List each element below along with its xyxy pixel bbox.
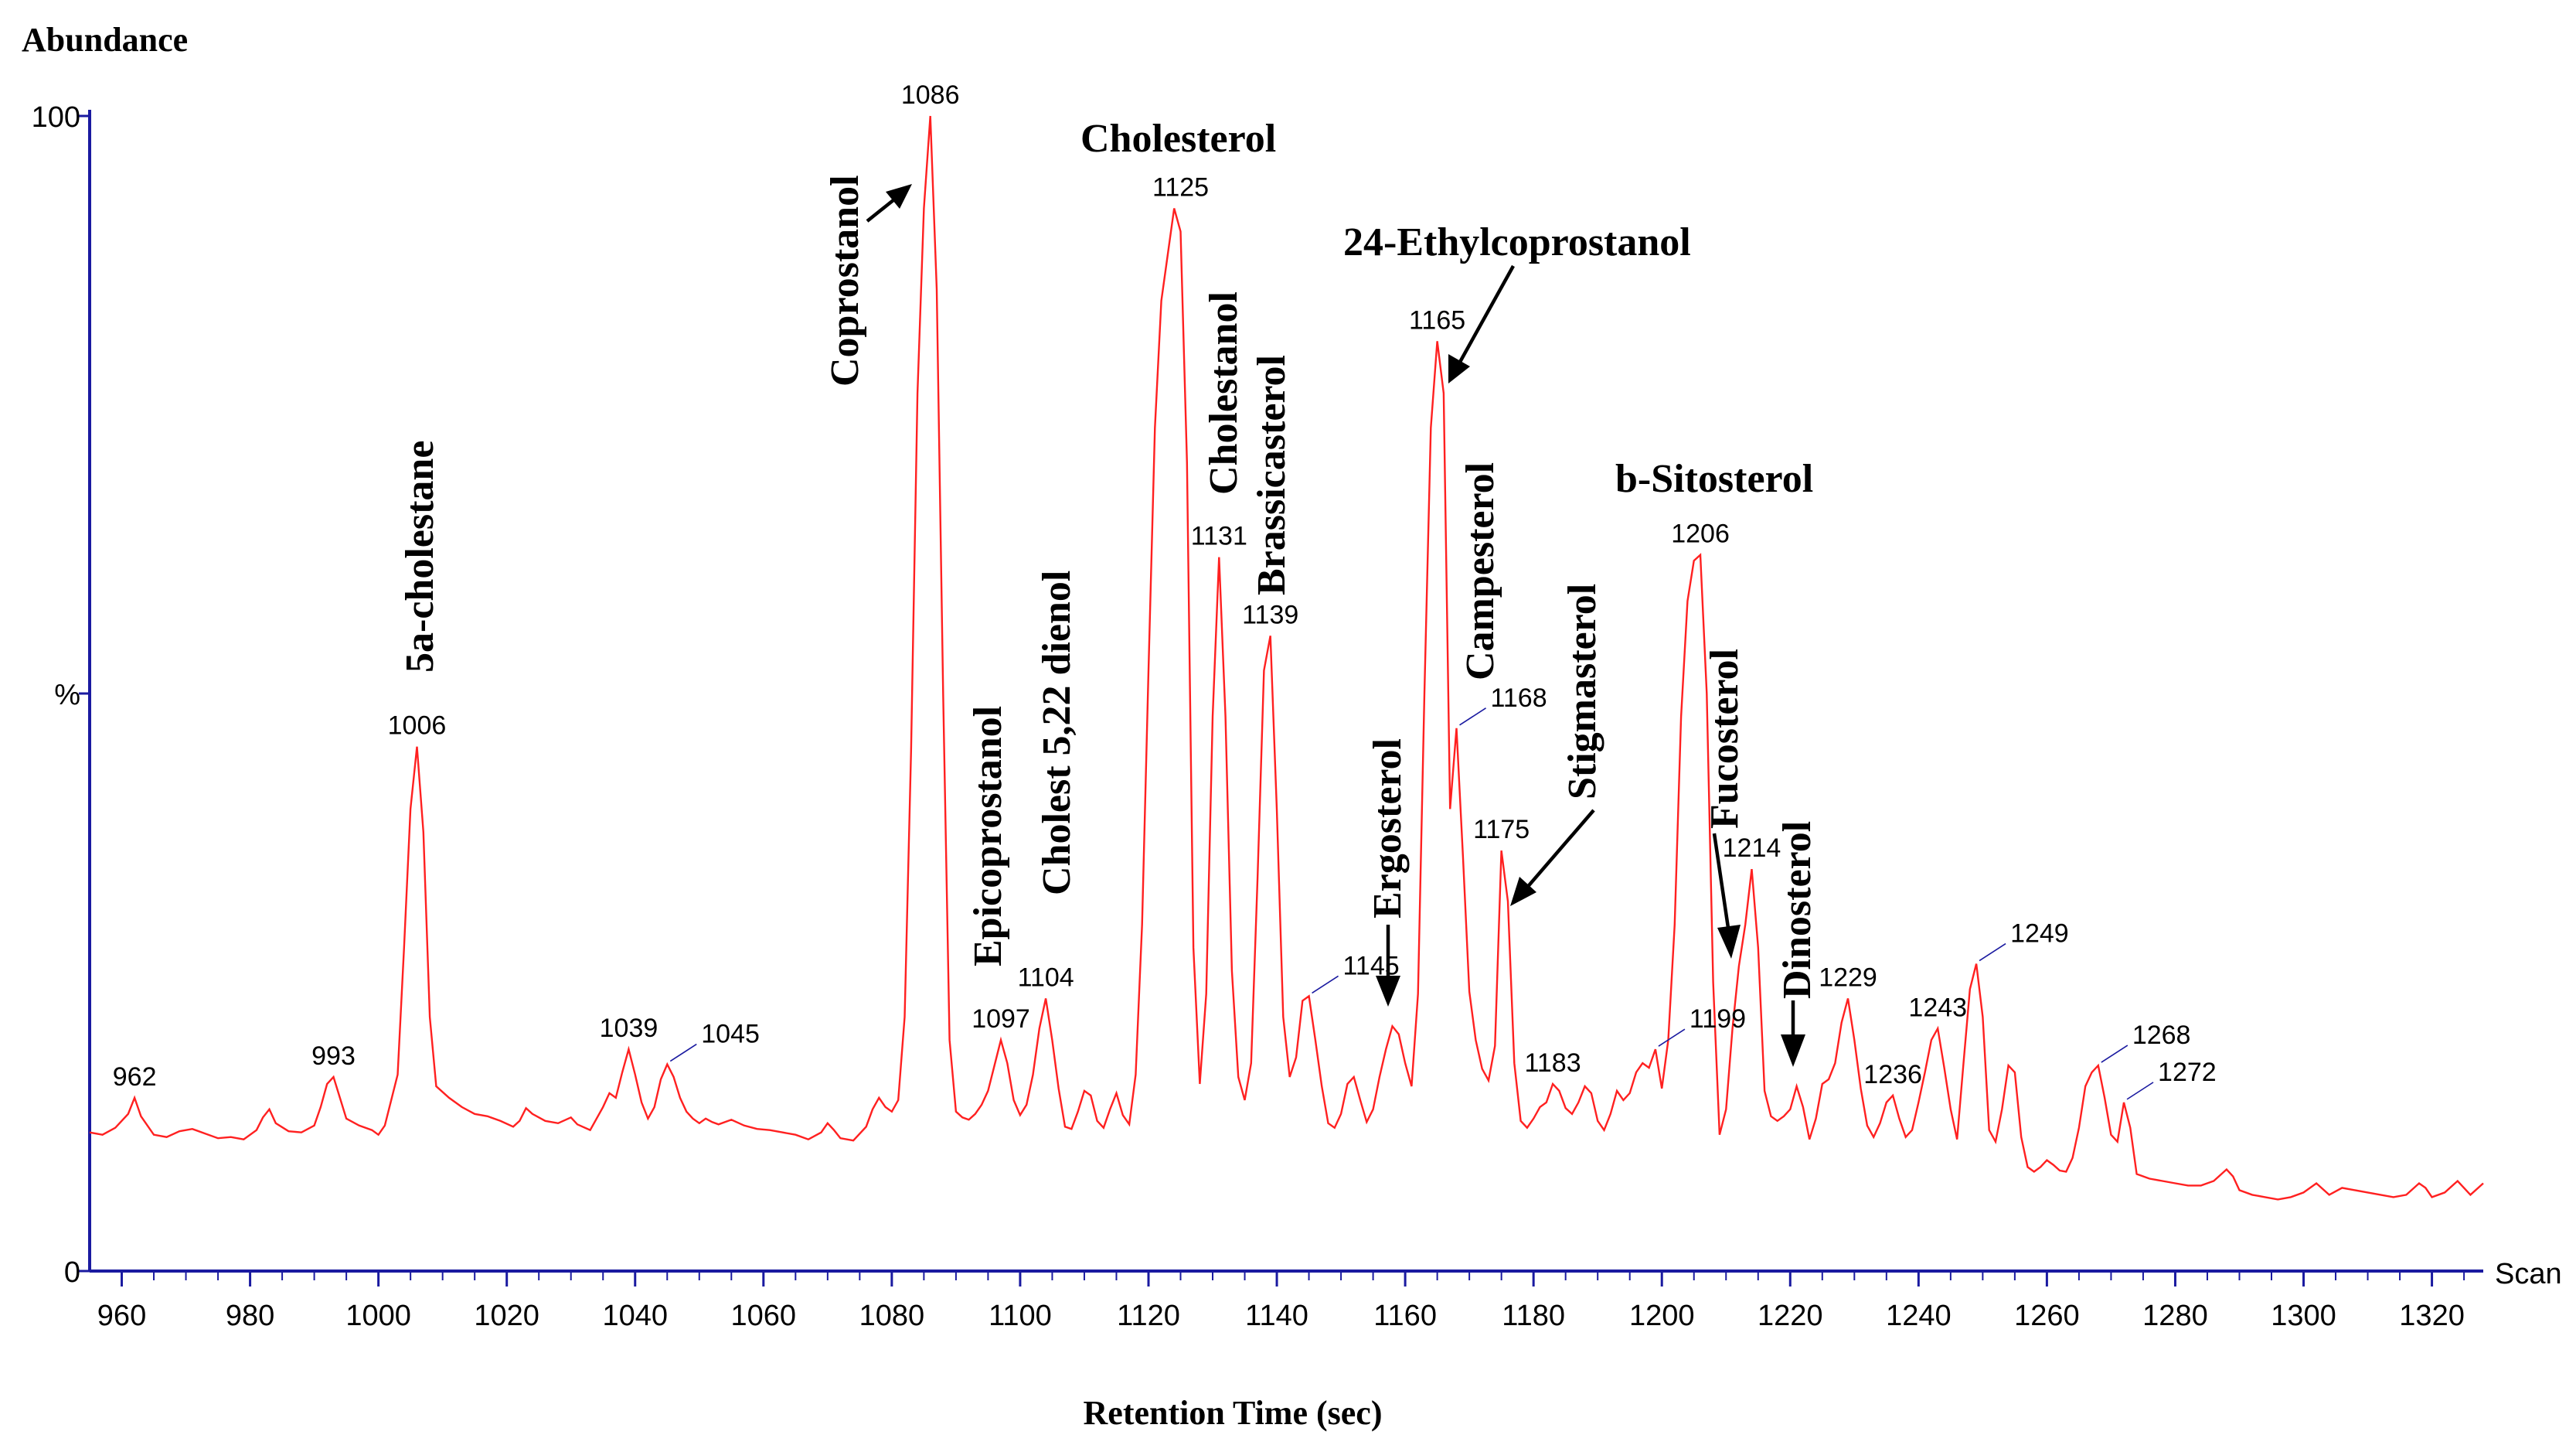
peak-label: 1139	[1242, 600, 1298, 629]
peak-labels: 962 993 1006 1039 1045 1086 1097 1104 1125 1131 11…	[113, 80, 2217, 1100]
compound-label-fucosterol: Fucosterol	[1703, 649, 1747, 829]
peak-leader-line	[1979, 942, 2006, 962]
x-tick-label: 1220	[1758, 1300, 1823, 1332]
peak-label: 1097	[972, 1004, 1030, 1034]
compound-label-campesterol: Campesterol	[1458, 462, 1502, 680]
arrow-coprostanol	[866, 184, 912, 223]
axes	[88, 110, 2483, 1273]
x-axis-title: Retention Time (sec)	[1084, 1394, 1383, 1432]
x-tick-label: 1060	[731, 1300, 797, 1332]
compound-label-coprostanol: Coprostanol	[823, 175, 867, 387]
x-tick-label: 1300	[2271, 1300, 2336, 1332]
x-tick-label: 1280	[2142, 1300, 2208, 1332]
x-tick-label: 1240	[1886, 1300, 1952, 1332]
x-tick-label: 960	[97, 1300, 146, 1332]
arrow-dinosterol	[1781, 1000, 1805, 1067]
peak-label: 1086	[901, 80, 960, 110]
annotation-arrows	[866, 184, 1805, 1067]
peak-leader-line	[2126, 1082, 2154, 1100]
peak-label: 1214	[1723, 833, 1781, 863]
x-tick-label: 1100	[989, 1300, 1052, 1332]
chromatogram-trace	[89, 115, 2484, 1201]
x-tick-label: 1040	[602, 1300, 668, 1332]
compound-label-stigmasterol: Stigmasterol	[1560, 584, 1604, 799]
peak-label: 1229	[1819, 963, 1877, 992]
peak-label: 1272	[2158, 1058, 2217, 1087]
x-tick-label: 1020	[474, 1300, 539, 1332]
compound-label-5a-cholestane: 5a-cholestane	[398, 441, 442, 673]
x-tick-label: 1120	[1117, 1300, 1180, 1332]
compound-label-cholesterol: Cholesterol	[1080, 117, 1276, 161]
y-tick-label: 0	[64, 1256, 80, 1289]
peak-label: 1125	[1152, 173, 1209, 203]
y-tick-label: 100	[32, 101, 80, 134]
x-tick-label: 1160	[1373, 1300, 1437, 1332]
compound-label-brassicasterol: Brassicasterol	[1250, 355, 1294, 595]
peak-label: 1243	[1908, 993, 1967, 1022]
peak-label: 1168	[1491, 683, 1547, 713]
peak-label: 1039	[600, 1014, 658, 1043]
peak-label: 1183	[1525, 1048, 1581, 1078]
x-tick-label: 1000	[345, 1300, 411, 1332]
compound-label-24-ethylcoprostanol: 24-Ethylcoprostanol	[1343, 220, 1691, 264]
peak-leader-line	[669, 1043, 697, 1062]
y-axis-ticks: 0% 100	[32, 101, 90, 1289]
peak-leader-line	[2101, 1045, 2129, 1063]
peak-leader-line	[1459, 707, 1486, 726]
y-axis-title: Abundance	[22, 21, 188, 59]
peak-label: 1045	[701, 1020, 760, 1049]
x-tick-label: 1200	[1629, 1300, 1695, 1332]
x-tick-label: 980	[226, 1300, 274, 1332]
peak-leader-line	[1658, 1028, 1686, 1047]
compound-label-b-sitosterol: b-Sitosterol	[1615, 457, 1813, 501]
peak-label: 1236	[1863, 1060, 1922, 1089]
compound-label-cholestanol: Cholestanol	[1202, 291, 1246, 495]
peak-label: 1104	[1018, 963, 1074, 992]
peak-label: 1249	[2010, 919, 2069, 949]
x-tick-label: 1260	[2014, 1300, 2080, 1332]
x-tick-label: 1080	[859, 1300, 925, 1332]
arrow-24-ethylcoprostanol	[1448, 264, 1515, 383]
arrow-fucosterol	[1712, 833, 1741, 959]
compound-label-epicoprostanol: Epicoprostanol	[966, 706, 1010, 966]
peak-label: 1199	[1690, 1004, 1746, 1034]
peak-label: 1268	[2132, 1021, 2191, 1050]
peak-label: 962	[113, 1062, 157, 1092]
compound-label-ergosterol: Ergosterol	[1366, 738, 1410, 918]
compound-label-dinosterol: Dinosterol	[1775, 821, 1819, 999]
arrow-stigmasterol	[1510, 809, 1595, 906]
peak-label: 993	[311, 1041, 356, 1071]
x-axis-ticks: 960 980 1000 1020 1040 1060 1080 1100 1120 1140 11…	[97, 1271, 2465, 1332]
peak-label: 1165	[1409, 305, 1465, 335]
x-tick-label: 1180	[1502, 1300, 1565, 1332]
x-tick-label: 1320	[2399, 1300, 2465, 1332]
peak-label: 1175	[1473, 815, 1530, 844]
peak-label: 1006	[388, 711, 447, 741]
peak-label: 1206	[1671, 520, 1730, 549]
y-tick-label: %	[54, 679, 80, 711]
compound-labels: 5a-cholestane Coprostanol Cholesterol Ep…	[398, 117, 1819, 999]
peak-leader-line	[1312, 975, 1339, 994]
x-tick-label: 1140	[1245, 1300, 1308, 1332]
peak-label: 1131	[1191, 522, 1247, 551]
arrow-ergosterol	[1376, 925, 1400, 1007]
x-unit-label: Scan	[2495, 1258, 2562, 1290]
compound-label-cholest-5-22-dienol: Cholest 5,22 dienol	[1035, 571, 1079, 895]
